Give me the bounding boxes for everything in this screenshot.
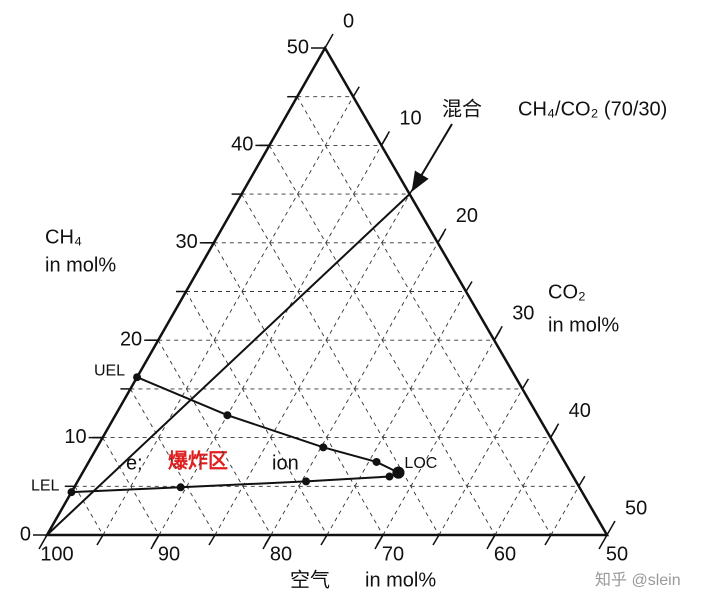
- ch4-tick-label: 40: [231, 134, 253, 156]
- tick: [262, 534, 272, 550]
- air-tick-label: 70: [382, 543, 404, 565]
- data-point: [302, 477, 311, 486]
- data-point: [392, 466, 405, 479]
- ch4-tick-label: 20: [120, 328, 142, 350]
- data-point: [133, 373, 142, 382]
- tick: [486, 534, 496, 550]
- region-label: 爆炸区: [168, 448, 228, 472]
- air-tick-label: 90: [158, 543, 180, 565]
- mix-arrow: [411, 123, 453, 192]
- grid-line: [438, 388, 523, 536]
- ch4-tick-label: 30: [176, 231, 198, 253]
- grid-line: [102, 437, 160, 536]
- limit-curve: [71, 471, 399, 494]
- ch4-tick-label: 50: [287, 36, 309, 58]
- tick: [150, 534, 160, 550]
- tick: [465, 281, 473, 292]
- mix-label: 混合: [442, 97, 482, 120]
- air-tick-label: 100: [40, 543, 73, 565]
- grid-line: [213, 242, 384, 536]
- data-point: [319, 443, 328, 452]
- co2-tick-label: 50: [625, 497, 647, 519]
- fragment: ion: [272, 452, 299, 474]
- tick: [96, 534, 104, 546]
- air-tick-label: 50: [606, 543, 628, 565]
- co2-tick-label: 30: [512, 302, 534, 324]
- tick: [324, 33, 334, 49]
- tick: [549, 423, 560, 438]
- tick: [380, 131, 391, 146]
- tick: [606, 520, 616, 536]
- ch4-unit: in mol%: [45, 254, 116, 276]
- fragment: e:: [126, 452, 143, 474]
- grid-line: [326, 291, 467, 536]
- limit-label: UEL: [94, 362, 125, 379]
- co2-title: CO₂: [548, 281, 586, 303]
- data-point: [223, 411, 232, 420]
- air-tick-label: 80: [270, 543, 292, 565]
- grid-line: [74, 486, 104, 536]
- data-point: [67, 488, 76, 497]
- tick: [598, 534, 608, 550]
- co2-tick-label: 20: [456, 205, 478, 227]
- ch4-tick-label: 0: [20, 523, 31, 545]
- tick: [208, 534, 216, 546]
- data-point: [372, 457, 381, 466]
- co2-tick-label: 0: [343, 10, 354, 32]
- ch4-title: CH₄: [45, 226, 82, 248]
- tick: [374, 534, 384, 550]
- tick: [320, 534, 328, 546]
- tick: [578, 475, 586, 487]
- grid-line: [157, 339, 272, 536]
- mix-line: [46, 193, 411, 536]
- tick: [521, 378, 530, 390]
- co2-tick-label: 40: [569, 400, 591, 422]
- grid-line: [241, 193, 440, 536]
- tick: [437, 228, 447, 244]
- grid-line: [269, 145, 496, 536]
- data-point: [176, 483, 185, 492]
- co2-tick-label: 10: [399, 108, 421, 130]
- grid-line: [185, 291, 328, 536]
- tick: [544, 534, 552, 546]
- limit-label: LEL: [31, 477, 60, 494]
- air-unit: in mol%: [365, 569, 436, 591]
- triangle: [44, 45, 610, 537]
- air-title: 空气: [290, 568, 330, 591]
- mix-ratio-label: CH₄/CO₂ (70/30): [518, 98, 667, 120]
- tick: [432, 534, 440, 546]
- air-tick-label: 60: [494, 543, 516, 565]
- tick: [493, 325, 503, 341]
- data-point: [385, 472, 394, 481]
- grid-line: [214, 193, 410, 536]
- grid-line: [102, 96, 354, 536]
- ch4-tick-label: 10: [64, 426, 86, 448]
- co2-unit: in mol%: [548, 314, 619, 336]
- loc-label: LOC: [404, 455, 437, 472]
- grid-line: [550, 486, 580, 536]
- watermark: 知乎 @slein: [595, 571, 681, 589]
- tick: [38, 534, 48, 550]
- tick: [352, 86, 360, 98]
